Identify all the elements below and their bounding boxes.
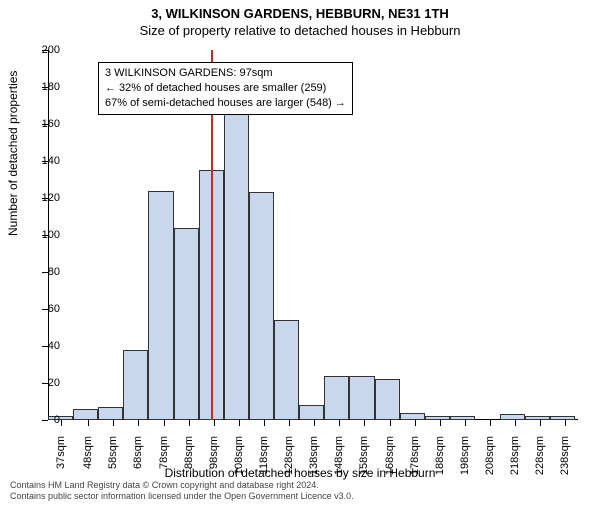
y-tick-label: 100 [26, 229, 60, 241]
histogram-bar [550, 416, 575, 420]
x-tick [289, 420, 290, 426]
y-tick-label: 80 [26, 266, 60, 278]
x-tick-label: 188sqm [434, 436, 446, 486]
x-tick [314, 420, 315, 426]
y-tick-label: 120 [26, 192, 60, 204]
x-tick-label: 208sqm [484, 436, 496, 486]
histogram-bar [123, 350, 148, 420]
x-tick [214, 420, 215, 426]
x-tick [465, 420, 466, 426]
attribution-line-2: Contains public sector information licen… [10, 491, 354, 502]
histogram-bar [450, 416, 475, 420]
x-tick-label: 118sqm [258, 436, 270, 486]
histogram-bar [174, 228, 199, 420]
x-tick [390, 420, 391, 426]
x-tick-label: 168sqm [384, 436, 396, 486]
histogram-bar [98, 407, 123, 420]
x-tick [515, 420, 516, 426]
x-tick [189, 420, 190, 426]
x-tick-label: 158sqm [358, 436, 370, 486]
x-tick-label: 37sqm [55, 436, 67, 486]
x-tick [61, 420, 62, 426]
x-tick-label: 138sqm [308, 436, 320, 486]
x-tick-label: 98sqm [208, 436, 220, 486]
x-tick-label: 108sqm [233, 436, 245, 486]
x-tick [490, 420, 491, 426]
histogram-bar [375, 379, 400, 420]
histogram-bar [425, 416, 450, 420]
info-box: 3 WILKINSON GARDENS: 97sqm ← 32% of deta… [98, 62, 353, 115]
x-tick-label: 228sqm [534, 436, 546, 486]
x-tick-label: 218sqm [509, 436, 521, 486]
histogram-bar [525, 416, 550, 420]
x-tick-label: 48sqm [82, 436, 94, 486]
info-line-1: 3 WILKINSON GARDENS: 97sqm [105, 66, 346, 81]
histogram-bar [274, 320, 299, 420]
x-tick [540, 420, 541, 426]
x-tick [339, 420, 340, 426]
histogram-bar [299, 405, 324, 420]
y-tick-label: 40 [26, 340, 60, 352]
x-tick-label: 128sqm [283, 436, 295, 486]
y-tick-label: 20 [26, 377, 60, 389]
x-tick-label: 88sqm [183, 436, 195, 486]
y-tick-label: 0 [26, 414, 60, 426]
x-tick-label: 58sqm [107, 436, 119, 486]
x-tick [113, 420, 114, 426]
histogram-bar [500, 414, 525, 420]
x-tick-label: 198sqm [459, 436, 471, 486]
x-tick-label: 78sqm [158, 436, 170, 486]
x-tick [565, 420, 566, 426]
x-tick [364, 420, 365, 426]
info-line-2: ← 32% of detached houses are smaller (25… [105, 81, 346, 96]
y-axis-label: Number of detached properties [6, 71, 20, 236]
histogram-bar [73, 409, 98, 420]
x-tick [440, 420, 441, 426]
y-tick-label: 140 [26, 155, 60, 167]
histogram-bar [349, 376, 374, 420]
histogram-bar [324, 376, 349, 420]
y-tick-label: 180 [26, 81, 60, 93]
x-tick-label: 178sqm [409, 436, 421, 486]
y-tick-label: 200 [26, 44, 60, 56]
x-tick [88, 420, 89, 426]
x-tick [138, 420, 139, 426]
histogram-bar [224, 106, 249, 421]
chart-title-line2: Size of property relative to detached ho… [0, 23, 600, 38]
x-tick-label: 148sqm [333, 436, 345, 486]
histogram-bar [148, 191, 173, 420]
histogram-bar [249, 192, 274, 420]
chart-area: 3 WILKINSON GARDENS: 97sqm ← 32% of deta… [48, 50, 578, 420]
x-tick [415, 420, 416, 426]
x-tick [264, 420, 265, 426]
info-line-3: 67% of semi-detached houses are larger (… [105, 96, 346, 111]
y-tick-label: 160 [26, 118, 60, 130]
x-tick [239, 420, 240, 426]
histogram-bar [400, 413, 425, 420]
y-tick-label: 60 [26, 303, 60, 315]
x-tick-label: 68sqm [132, 436, 144, 486]
x-tick-label: 238sqm [559, 436, 571, 486]
chart-title-line1: 3, WILKINSON GARDENS, HEBBURN, NE31 1TH [0, 6, 600, 21]
x-tick [164, 420, 165, 426]
